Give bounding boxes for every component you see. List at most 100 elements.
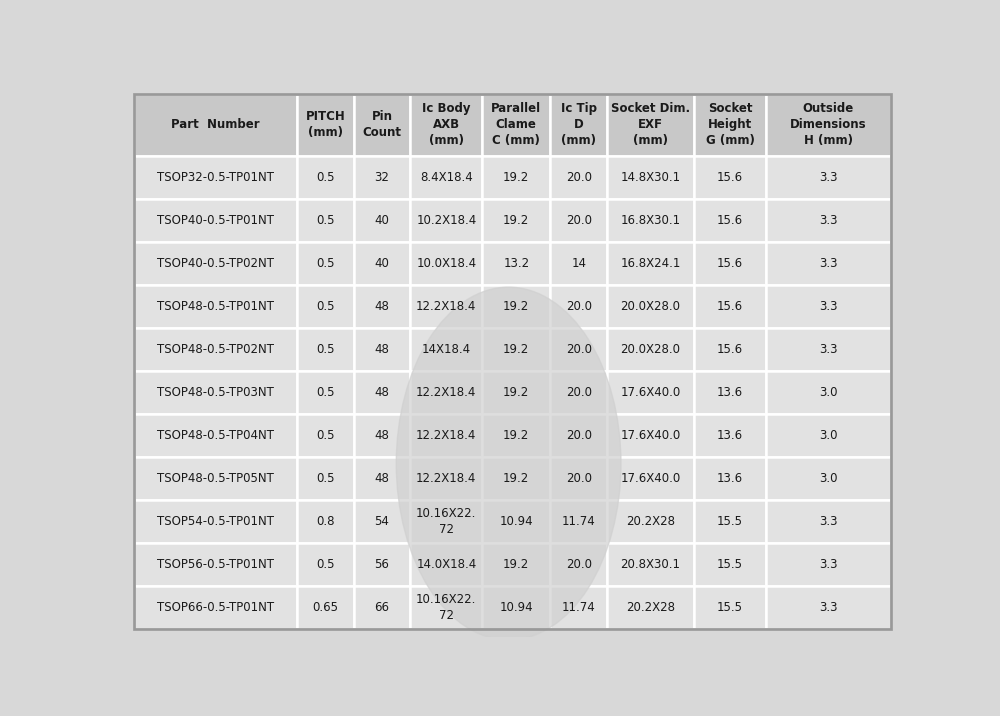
Bar: [354, 586, 410, 629]
Text: 19.2: 19.2: [503, 300, 529, 313]
Text: 15.6: 15.6: [717, 214, 743, 227]
Text: TSOP48-0.5-TP02NT: TSOP48-0.5-TP02NT: [157, 343, 274, 356]
Bar: [694, 371, 766, 414]
Bar: [607, 543, 694, 586]
Bar: [694, 95, 766, 155]
Text: 20.0: 20.0: [566, 214, 592, 227]
Text: 10.0X18.4: 10.0X18.4: [416, 257, 476, 270]
Text: 15.6: 15.6: [717, 170, 743, 184]
Text: TSOP48-0.5-TP03NT: TSOP48-0.5-TP03NT: [157, 386, 274, 399]
Bar: [550, 328, 607, 371]
Bar: [766, 95, 891, 155]
Bar: [354, 500, 410, 543]
Text: TSOP48-0.5-TP04NT: TSOP48-0.5-TP04NT: [157, 429, 274, 442]
Text: 3.3: 3.3: [819, 170, 838, 184]
Bar: [410, 242, 482, 285]
Text: 0.5: 0.5: [316, 170, 335, 184]
Text: 3.3: 3.3: [819, 515, 838, 528]
Text: 15.6: 15.6: [717, 343, 743, 356]
Text: Ic Body
AXB
(mm): Ic Body AXB (mm): [422, 102, 471, 147]
Text: 16.8X30.1: 16.8X30.1: [620, 214, 681, 227]
Bar: [694, 500, 766, 543]
Bar: [354, 457, 410, 500]
Bar: [607, 328, 694, 371]
Bar: [694, 199, 766, 242]
Bar: [694, 543, 766, 586]
Text: Outside
Dimensions
H (mm): Outside Dimensions H (mm): [790, 102, 867, 147]
Bar: [297, 328, 354, 371]
Bar: [354, 95, 410, 155]
Text: 14: 14: [571, 257, 586, 270]
Bar: [297, 586, 354, 629]
Bar: [550, 414, 607, 457]
Text: 20.0: 20.0: [566, 386, 592, 399]
Text: 20.0: 20.0: [566, 300, 592, 313]
Text: 3.0: 3.0: [819, 472, 838, 485]
Text: 0.5: 0.5: [316, 558, 335, 571]
Text: 17.6X40.0: 17.6X40.0: [620, 386, 681, 399]
Text: 20.0X28.0: 20.0X28.0: [621, 343, 681, 356]
Text: 48: 48: [375, 429, 389, 442]
Bar: [297, 500, 354, 543]
Text: 13.6: 13.6: [717, 429, 743, 442]
Bar: [607, 414, 694, 457]
Text: 11.74: 11.74: [562, 515, 596, 528]
Bar: [694, 285, 766, 328]
Bar: [134, 199, 297, 242]
Bar: [550, 500, 607, 543]
Bar: [550, 155, 607, 199]
Bar: [134, 371, 297, 414]
Text: 15.6: 15.6: [717, 257, 743, 270]
Bar: [134, 586, 297, 629]
Text: Socket Dim.
EXF
(mm): Socket Dim. EXF (mm): [611, 102, 690, 147]
Bar: [134, 500, 297, 543]
Bar: [550, 199, 607, 242]
Bar: [550, 586, 607, 629]
Bar: [410, 285, 482, 328]
Text: 16.8X24.1: 16.8X24.1: [620, 257, 681, 270]
Bar: [766, 242, 891, 285]
Bar: [766, 199, 891, 242]
Text: 12.2X18.4: 12.2X18.4: [416, 429, 477, 442]
Text: 17.6X40.0: 17.6X40.0: [620, 472, 681, 485]
Text: Part  Number: Part Number: [171, 118, 260, 132]
Text: 10.16X22.
72: 10.16X22. 72: [416, 593, 477, 622]
Bar: [354, 414, 410, 457]
Bar: [766, 500, 891, 543]
Text: TSOP40-0.5-TP01NT: TSOP40-0.5-TP01NT: [157, 214, 274, 227]
Text: 19.2: 19.2: [503, 214, 529, 227]
Text: 56: 56: [375, 558, 389, 571]
Bar: [550, 95, 607, 155]
Text: 0.5: 0.5: [316, 429, 335, 442]
Text: 3.3: 3.3: [819, 601, 838, 614]
Bar: [297, 242, 354, 285]
Bar: [297, 457, 354, 500]
Bar: [410, 328, 482, 371]
Text: 8.4X18.4: 8.4X18.4: [420, 170, 473, 184]
Bar: [354, 543, 410, 586]
Text: 3.0: 3.0: [819, 386, 838, 399]
Bar: [354, 328, 410, 371]
Text: 66: 66: [375, 601, 390, 614]
Text: 15.6: 15.6: [717, 300, 743, 313]
Text: 14.0X18.4: 14.0X18.4: [416, 558, 476, 571]
Text: PITCH
(mm): PITCH (mm): [305, 110, 345, 140]
Bar: [550, 371, 607, 414]
Bar: [134, 457, 297, 500]
Text: 3.3: 3.3: [819, 257, 838, 270]
Text: 3.0: 3.0: [819, 429, 838, 442]
Text: 15.5: 15.5: [717, 515, 743, 528]
Text: 3.3: 3.3: [819, 558, 838, 571]
Bar: [410, 457, 482, 500]
Bar: [766, 285, 891, 328]
Text: 40: 40: [375, 214, 389, 227]
Text: 0.5: 0.5: [316, 343, 335, 356]
Bar: [297, 95, 354, 155]
Text: 20.0: 20.0: [566, 472, 592, 485]
Text: 11.74: 11.74: [562, 601, 596, 614]
Text: 19.2: 19.2: [503, 386, 529, 399]
Bar: [354, 155, 410, 199]
Text: 0.65: 0.65: [312, 601, 338, 614]
Bar: [297, 371, 354, 414]
Text: 20.0: 20.0: [566, 429, 592, 442]
